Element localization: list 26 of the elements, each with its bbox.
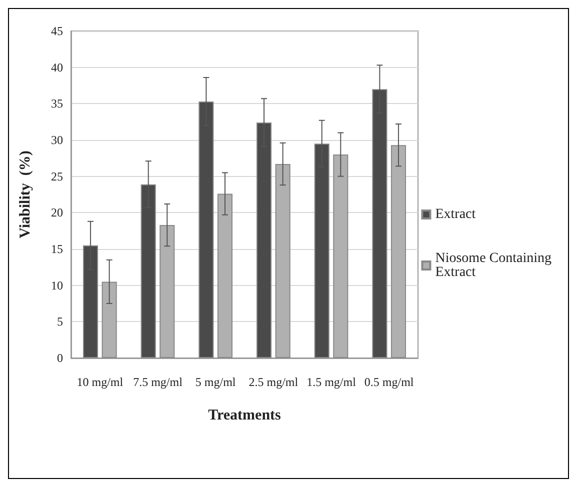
y-tick-label: 0 bbox=[57, 351, 63, 365]
legend-label: Extract bbox=[435, 207, 476, 222]
x-tick-label: 0.5 mg/ml bbox=[364, 375, 414, 389]
y-axis-title: Viability (%) bbox=[18, 150, 34, 238]
bar bbox=[160, 225, 175, 358]
x-tick-label: 2.5 mg/ml bbox=[248, 375, 299, 389]
x-tick-label: 5 mg/ml bbox=[195, 375, 236, 389]
y-tick-label: 35 bbox=[51, 96, 63, 111]
y-tick-label: 25 bbox=[51, 169, 63, 184]
x-axis-title: Treatments bbox=[208, 408, 282, 424]
bar bbox=[217, 194, 232, 358]
y-tick-label: 30 bbox=[51, 133, 63, 147]
y-tick-label: 15 bbox=[51, 242, 63, 256]
x-tick-label: 1.5 mg/ml bbox=[306, 375, 357, 389]
bar bbox=[390, 145, 406, 358]
y-tick-label: 40 bbox=[51, 60, 63, 74]
legend-label: Niosome Containing Extract bbox=[435, 251, 556, 280]
y-tick-label: 45 bbox=[51, 24, 63, 38]
y-tick-label: 20 bbox=[51, 206, 63, 220]
bar bbox=[102, 282, 117, 358]
x-tick-label: 10 mg/ml bbox=[76, 375, 124, 389]
y-tick-label: 10 bbox=[51, 278, 63, 292]
y-tick-label: 5 bbox=[57, 314, 63, 329]
bar bbox=[333, 154, 348, 358]
bar bbox=[275, 164, 290, 358]
x-tick-label: 7.5 mg/ml bbox=[133, 375, 184, 389]
